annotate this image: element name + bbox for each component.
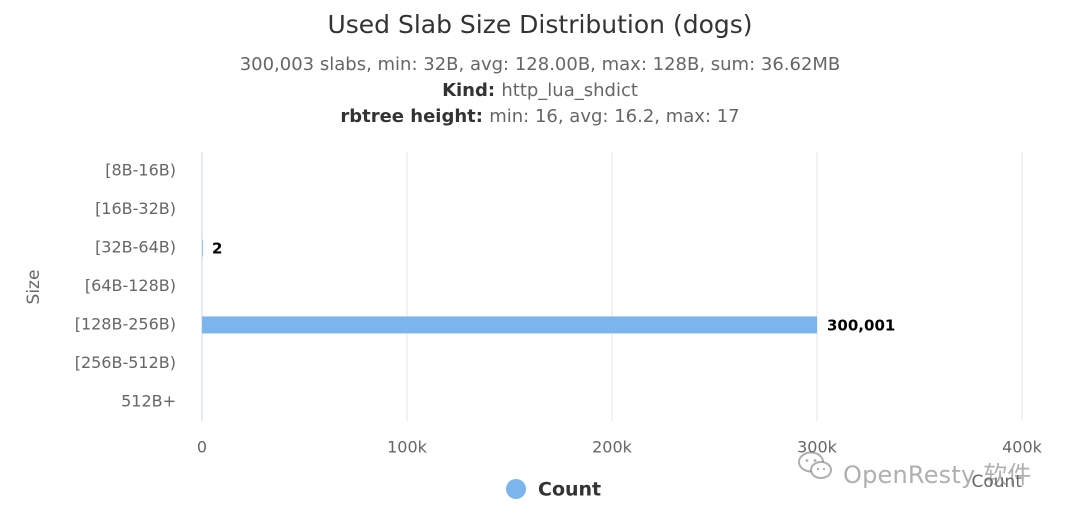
subtitle-value: 300,003 slabs, min: 32B, avg: 128.00B, m…: [240, 54, 841, 75]
x-tick-label: 100k: [387, 438, 428, 457]
watermark-text: OpenResty 软件: [843, 460, 1032, 489]
chart-subtitle-line: 300,003 slabs, min: 32B, avg: 128.00B, m…: [240, 54, 841, 75]
data-label: 2: [212, 240, 222, 258]
y-tick-label: [256B-512B): [75, 353, 176, 372]
x-tick-label: 0: [197, 438, 207, 457]
y-tick-label: [16B-32B): [95, 199, 176, 218]
bar[interactable]: [202, 239, 203, 257]
bar[interactable]: [202, 316, 818, 334]
y-tick-label: [8B-16B): [105, 161, 176, 180]
watermark: OpenResty 软件: [797, 450, 1032, 494]
subtitle-label: Kind:: [442, 80, 501, 101]
y-tick-label: 512B+: [121, 391, 176, 410]
legend-label: Count: [538, 479, 601, 501]
x-axis-title: Count: [972, 472, 1023, 492]
y-tick-label: [128B-256B): [75, 314, 176, 333]
x-tick-label: 300k: [797, 438, 838, 457]
chart-subtitle-line: Kind: http_lua_shdict: [442, 80, 638, 101]
x-tick-label: 200k: [592, 438, 633, 457]
y-tick-label: [64B-128B): [85, 276, 176, 295]
x-tick-label: 400k: [1002, 438, 1043, 457]
subtitle-label: rbtree height:: [340, 106, 489, 127]
chart-title: Used Slab Size Distribution (dogs): [327, 10, 752, 39]
subtitle-value: min: 16, avg: 16.2, max: 17: [489, 106, 739, 127]
wechat-icon: [797, 451, 833, 487]
y-axis-title: Size: [24, 270, 44, 305]
chart-subtitle-line: rbtree height: min: 16, avg: 16.2, max: …: [340, 106, 739, 127]
y-tick-label: [32B-64B): [95, 238, 176, 257]
subtitle-value: http_lua_shdict: [501, 80, 638, 101]
legend-marker[interactable]: [506, 479, 526, 499]
data-label: 300,001: [827, 316, 895, 334]
